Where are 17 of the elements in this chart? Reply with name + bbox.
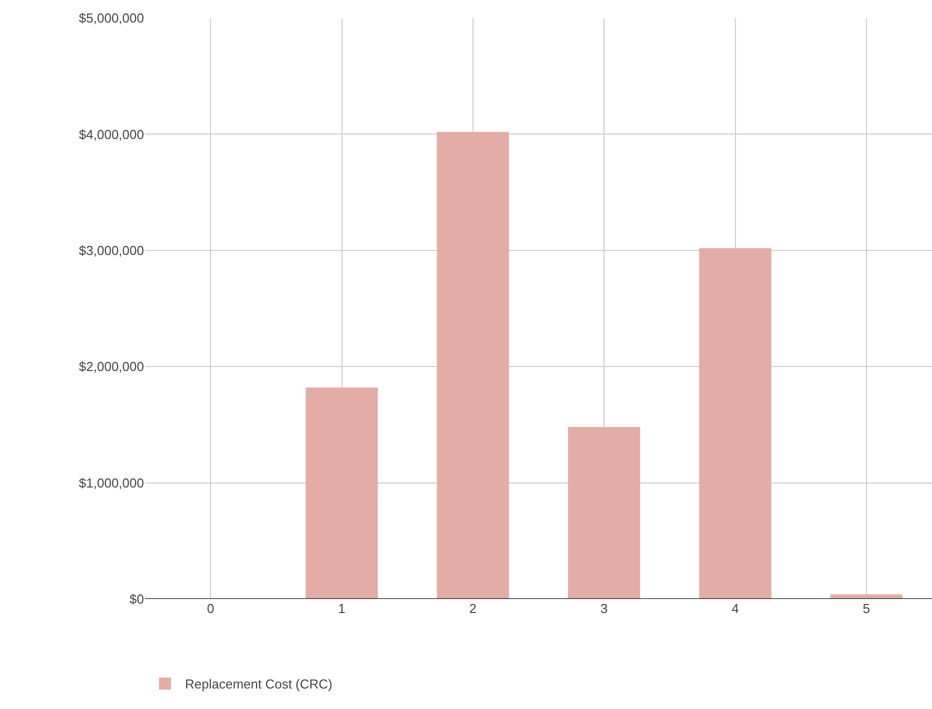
x-tick-label: 5 [862, 601, 870, 616]
legend-label: Replacement Cost (CRC) [185, 676, 332, 692]
y-tick-label: $3,000,000 [78, 242, 144, 258]
bar [699, 248, 772, 599]
y-tick-label: $0 [130, 592, 144, 607]
y-tick-label: $2,000,000 [78, 359, 144, 374]
x-tick-label: 4 [732, 601, 739, 616]
x-tick-label: 1 [338, 601, 346, 616]
y-tick-label: $5,000,000 [78, 10, 144, 26]
y-tick-label: $1,000,000 [78, 475, 144, 490]
bar [568, 427, 640, 599]
x-tick-label: 0 [206, 601, 214, 616]
bar [306, 388, 378, 599]
bar [436, 132, 509, 599]
x-tick-label: 3 [600, 601, 608, 616]
x-tick-label: 2 [469, 601, 477, 616]
y-tick-label: $4,000,000 [78, 126, 144, 142]
